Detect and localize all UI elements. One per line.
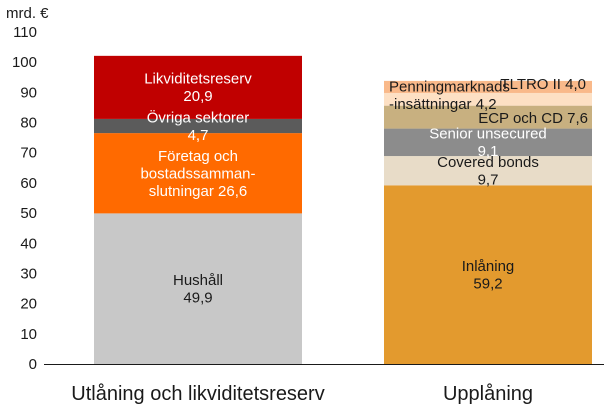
y-axis-ticks: 0 10 20 30 40 50 60 70 80 90 100 110 bbox=[12, 24, 37, 373]
bar-segment bbox=[384, 128, 592, 157]
segment-label: 9,1 bbox=[478, 143, 499, 160]
y-tick-label: 100 bbox=[12, 54, 37, 71]
y-tick-label: 20 bbox=[20, 296, 37, 313]
segment-label: Penningmarknads bbox=[389, 78, 510, 95]
segment-label: 49,9 bbox=[183, 289, 212, 306]
bar-segment bbox=[384, 80, 592, 93]
bar-segment bbox=[384, 92, 592, 106]
y-tick-label: 80 bbox=[20, 115, 37, 132]
y-tick-label: 10 bbox=[20, 326, 37, 343]
segment-label: Övriga sektorer bbox=[147, 108, 250, 126]
segment-label: 4,7 bbox=[188, 127, 209, 144]
segment-label: ECP och CD 7,6 bbox=[478, 110, 588, 127]
segment-label: 9,7 bbox=[478, 171, 499, 188]
segment-label: 59,2 bbox=[473, 275, 502, 292]
bar-segment bbox=[384, 105, 592, 129]
bar-segment bbox=[94, 55, 302, 119]
bars bbox=[94, 55, 592, 364]
segment-label: Covered bonds bbox=[437, 154, 539, 171]
y-axis-unit-label: mrd. € bbox=[6, 5, 49, 22]
bar-segment bbox=[94, 213, 302, 364]
bar-segment bbox=[384, 185, 592, 364]
y-tick-label: 0 bbox=[29, 356, 37, 373]
segment-label: bostadssamman- bbox=[140, 165, 255, 182]
y-tick-label: 50 bbox=[20, 205, 37, 222]
y-tick-label: 60 bbox=[20, 175, 37, 192]
bar-segment bbox=[94, 133, 302, 214]
y-tick-label: 110 bbox=[13, 24, 37, 41]
segment-label: Likviditetsreserv bbox=[144, 71, 252, 88]
segment-label: Inlåning bbox=[462, 258, 515, 275]
x-axis-labels: Utlåning och likviditetsreserv Upplåning bbox=[71, 383, 533, 405]
segment-label: 20,9 bbox=[183, 88, 212, 105]
segment-label: -insättningar 4,2 bbox=[389, 96, 497, 113]
segment-label: Företag och bbox=[158, 148, 238, 165]
bar-segment bbox=[94, 118, 302, 134]
y-tick-label: 90 bbox=[20, 84, 37, 101]
y-tick-label: 70 bbox=[20, 145, 37, 162]
segment-label: TLTRO II 4,0 bbox=[500, 76, 586, 93]
x-category-label: Upplåning bbox=[443, 383, 533, 405]
y-tick-label: 30 bbox=[20, 265, 37, 282]
y-tick-label: 40 bbox=[20, 235, 37, 252]
bar-segment bbox=[384, 156, 592, 186]
x-category-label: Utlåning och likviditetsreserv bbox=[71, 383, 324, 405]
segment-label: slutningar 26,6 bbox=[149, 183, 247, 200]
segment-label: Hushåll bbox=[173, 272, 223, 289]
segment-label: Senior unsecured bbox=[429, 126, 547, 143]
